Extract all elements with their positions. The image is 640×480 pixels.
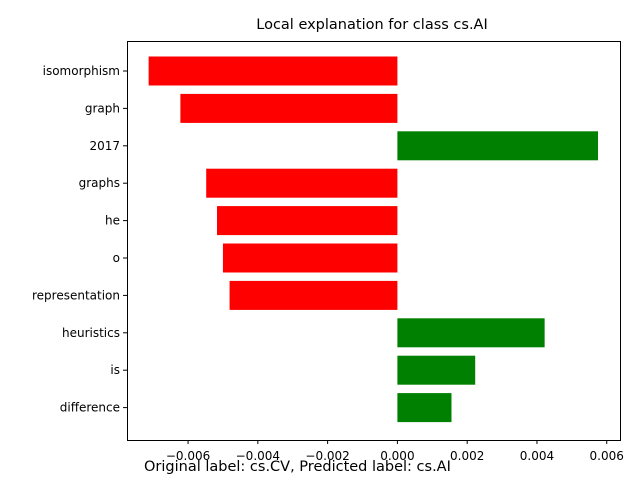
y-tick-label-graph: graph — [85, 101, 120, 115]
y-tick-label-o: o — [113, 251, 120, 265]
bar-o — [222, 243, 398, 273]
bar-he — [217, 206, 398, 236]
y-tick-label-isomorphism: isomorphism — [43, 64, 120, 78]
bar-difference — [397, 393, 452, 423]
prediction-caption: Original label: cs.CV, Predicted label: … — [144, 459, 451, 475]
bar-representation — [229, 280, 398, 310]
y-axis-ticks: isomorphism graph 2017 graphs he o representat… — [32, 64, 127, 415]
x-tick-label: 0.002 — [450, 449, 484, 463]
x-tick-label: −0.002 — [305, 449, 349, 463]
x-axis-ticks: −0.006 −0.004 −0.002 0.000 0.002 0.004 0.006 — [166, 440, 624, 463]
x-tick-label: 0.000 — [380, 449, 414, 463]
bars-group — [148, 56, 599, 423]
bar-graphs — [206, 168, 398, 198]
x-tick-label: 0.006 — [590, 449, 624, 463]
y-tick-label-representation: representation — [32, 288, 120, 302]
y-tick-label-heuristics: heuristics — [62, 326, 120, 340]
bar-isomorphism — [148, 56, 398, 86]
y-tick-label-difference: difference — [60, 401, 120, 415]
plot-frame — [127, 41, 621, 441]
bar-2017 — [397, 131, 599, 161]
y-tick-label-is: is — [110, 363, 120, 377]
y-tick-label-he: he — [105, 214, 120, 228]
x-tick-label: 0.004 — [520, 449, 554, 463]
bar-heuristics — [397, 318, 545, 348]
chart-title: Local explanation for class cs.AI — [256, 17, 488, 33]
bar-is — [397, 355, 476, 385]
y-tick-label-2017: 2017 — [89, 139, 120, 153]
x-tick-label: −0.006 — [166, 449, 210, 463]
y-tick-label-graphs: graphs — [79, 176, 120, 190]
x-tick-label: −0.004 — [236, 449, 280, 463]
bar-graph — [180, 93, 398, 123]
